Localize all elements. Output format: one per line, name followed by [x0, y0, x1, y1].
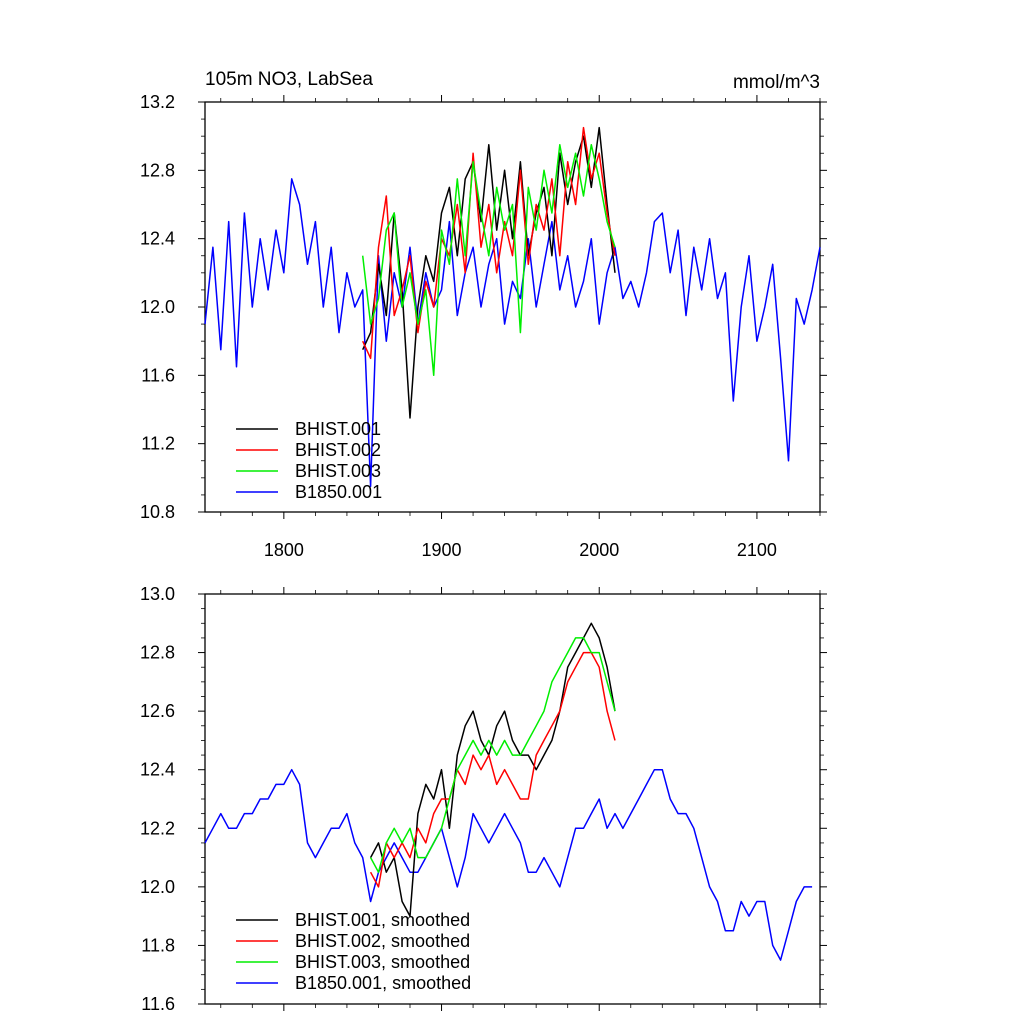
- bottom-ytick-label: 11.6: [141, 994, 175, 1014]
- top-legend-label-bhist-002: BHIST.002: [295, 440, 381, 460]
- top-chart-units: mmol/m^3: [733, 72, 820, 93]
- bottom-ytick-label: 12.2: [140, 818, 175, 838]
- top-ytick-label: 13.2: [140, 92, 175, 112]
- top-series-bhist-002: [362, 126, 616, 360]
- bottom-legend-label-bhist-003-smoothed: BHIST.003, smoothed: [295, 952, 470, 972]
- top-legend-label-bhist-003: BHIST.003: [295, 461, 381, 481]
- top-ytick-label: 12.8: [140, 160, 175, 180]
- top-ytick-label: 12.4: [140, 229, 175, 249]
- bottom-series-bhist-002-smoothed: [369, 651, 616, 888]
- top-series-bhist-003: [361, 143, 616, 377]
- bottom-series-group: [204, 622, 813, 961]
- bottom-ytick-label: 12.4: [140, 760, 175, 780]
- bottom-legend-label-bhist-002-smoothed: BHIST.002, smoothed: [295, 931, 470, 951]
- top-ytick-label: 11.6: [141, 365, 175, 385]
- top-ytick-label: 12.0: [140, 297, 175, 317]
- bottom-ytick-label: 12.8: [140, 643, 175, 663]
- bottom-series-b1850-001-smoothed: [204, 768, 813, 961]
- bottom-ticks: 11.6 11.8 12.0 12.2 12.4 12.6 12.8 13.0: [140, 584, 827, 1014]
- bottom-ytick-label: 12.0: [140, 877, 175, 897]
- bottom-panel: 11.6 11.8 12.0 12.2 12.4 12.6 12.8 13.0 BHIST.0…: [140, 584, 827, 1014]
- bottom-series-bhist-003-smoothed: [369, 637, 616, 873]
- top-series-bhist-001: [362, 126, 616, 419]
- bottom-ytick-label: 13.0: [140, 584, 175, 604]
- bottom-series-bhist-001-smoothed: [369, 622, 616, 917]
- top-xtick-label: 2100: [737, 540, 777, 560]
- top-xtick-label: 2000: [579, 540, 619, 560]
- bottom-ytick-label: 12.6: [140, 701, 175, 721]
- top-panel: 105m NO3, LabSea mmol/m^3 10.8 11.2 11.6 12…: [140, 69, 827, 560]
- top-xtick-label: 1800: [264, 540, 304, 560]
- top-ytick-label: 11.2: [141, 434, 175, 454]
- top-legend-label-bhist-001: BHIST.001: [295, 419, 381, 439]
- bottom-legend-label-bhist-001-smoothed: BHIST.001, smoothed: [295, 910, 470, 930]
- top-chart-title: 105m NO3, LabSea: [205, 69, 373, 90]
- top-xtick-label: 1900: [422, 540, 462, 560]
- bottom-legend-label-b1850-001-smoothed: B1850.001, smoothed: [295, 973, 471, 993]
- top-ticks: 10.8 11.2 11.6 12.0 12.4 12.8 13.2 1800 1900 2000…: [140, 92, 827, 560]
- bottom-ytick-label: 11.8: [141, 935, 175, 955]
- top-legend-label-b1850-001: B1850.001: [295, 482, 382, 502]
- top-series-group: [204, 126, 821, 488]
- top-ytick-label: 10.8: [140, 502, 175, 522]
- top-series-b1850-001: [204, 178, 821, 488]
